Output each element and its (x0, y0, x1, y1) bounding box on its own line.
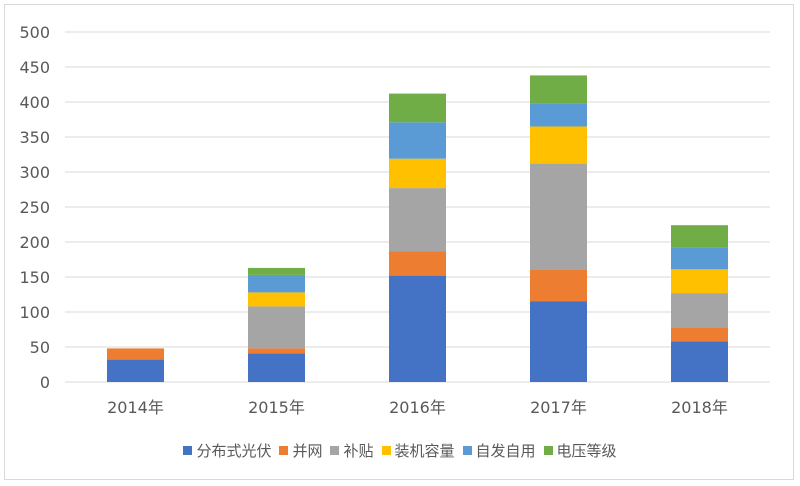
y-tick-label: 200 (19, 233, 50, 252)
legend-item: 电压等级 (543, 440, 617, 461)
legend-label: 电压等级 (556, 442, 617, 460)
y-tick-label: 250 (19, 198, 50, 217)
x-tick-label: 2017年 (530, 398, 587, 417)
legend-swatch (381, 446, 391, 455)
legend-swatch (183, 446, 193, 455)
bar-segment (389, 251, 446, 276)
bar-segment (671, 293, 728, 328)
legend-swatch (543, 446, 553, 455)
bar-segment (248, 274, 305, 293)
legend-swatch (279, 446, 289, 455)
legend-swatch (462, 446, 472, 455)
bar-segment (389, 122, 446, 159)
y-tick-label: 100 (19, 303, 50, 322)
legend-label: 自发自用 (475, 442, 536, 460)
bar-segment (530, 163, 587, 270)
legend-label: 并网 (292, 442, 323, 460)
y-tick-label: 50 (30, 338, 50, 357)
legend-item: 补贴 (330, 440, 374, 461)
y-tick-label: 400 (19, 93, 50, 112)
legend: 分布式光伏 并网 补贴 装机容量 自发自用 电压等级 (0, 440, 800, 461)
bar-segment (389, 275, 446, 382)
bar-segment (248, 292, 305, 307)
bar-segment (389, 158, 446, 189)
legend-item: 自发自用 (462, 440, 536, 461)
y-tick-label: 0 (40, 373, 50, 392)
bar-segment (248, 353, 305, 382)
bar-segment (389, 93, 446, 123)
bar-segment (671, 341, 728, 382)
bar-segment (671, 225, 728, 248)
y-tick-label: 150 (19, 268, 50, 287)
x-tick-label: 2014年 (107, 398, 164, 417)
bar-segment (107, 359, 164, 382)
legend-item: 并网 (279, 440, 322, 461)
y-tick-label: 500 (19, 23, 50, 42)
bar-segment (671, 327, 728, 342)
chart-frame (4, 4, 794, 480)
y-tick-label: 450 (19, 58, 50, 77)
x-tick-label: 2015年 (248, 398, 305, 417)
bar-segment (530, 103, 587, 127)
bar-segment (530, 301, 587, 382)
bar-segment (530, 75, 587, 104)
x-tick-label: 2016年 (389, 398, 446, 417)
legend-label: 分布式光伏 (196, 442, 272, 460)
legend-label: 补贴 (343, 442, 374, 460)
bar-segment (530, 270, 587, 302)
legend-swatch (330, 446, 340, 455)
legend-item: 装机容量 (381, 440, 455, 461)
y-tick-label: 350 (19, 128, 50, 147)
bar-segment (248, 348, 305, 354)
legend-label: 装机容量 (394, 442, 455, 460)
legend-item: 分布式光伏 (183, 440, 271, 461)
y-tick-label: 300 (19, 163, 50, 182)
bar-segment (389, 188, 446, 252)
bar-segment (671, 269, 728, 294)
bar-segment (248, 306, 305, 349)
bar-segment (530, 126, 587, 164)
bar-segment (248, 267, 305, 275)
bar-segment (671, 247, 728, 270)
x-tick-label: 2018年 (671, 398, 728, 417)
bar-segment (107, 348, 164, 360)
